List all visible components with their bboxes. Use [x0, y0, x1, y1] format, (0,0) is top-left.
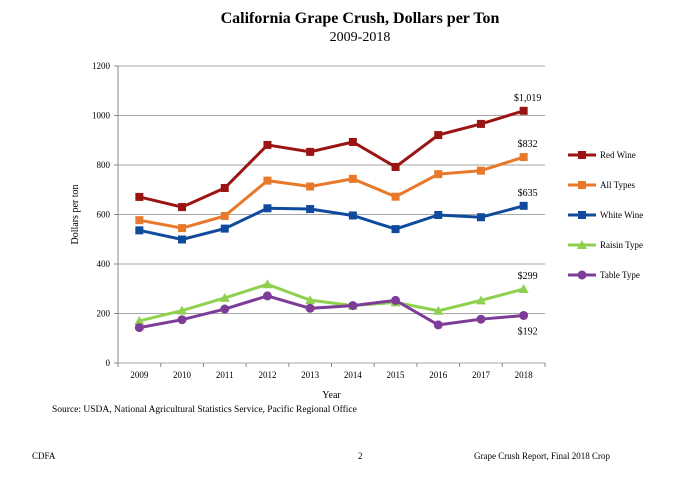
x-axis-label: Year	[322, 390, 341, 401]
legend-label-raisin-type: Raisin Type	[600, 240, 643, 250]
data-label: $1,019	[514, 93, 542, 104]
data-point-white-wine	[434, 210, 443, 219]
data-point-red-wine	[135, 192, 144, 201]
data-point-all-types	[220, 211, 229, 220]
x-tick-label: 2017	[472, 370, 491, 380]
data-point-raisin-type	[433, 305, 444, 315]
data-point-table-type	[519, 310, 529, 320]
data-point-raisin-type	[177, 305, 188, 315]
legend-marker-raisin-type	[577, 240, 587, 249]
data-point-all-types	[263, 176, 272, 185]
data-point-table-type	[476, 314, 486, 324]
data-point-table-type	[134, 323, 144, 333]
x-tick-label: 2010	[173, 370, 192, 380]
footer-right: Grape Crush Report, Final 2018 Crop	[474, 451, 610, 461]
data-point-white-wine	[519, 201, 528, 210]
data-point-table-type	[348, 301, 358, 311]
y-tick-label: 400	[97, 259, 111, 269]
data-point-red-wine	[178, 203, 187, 212]
data-label: $832	[518, 139, 538, 150]
data-point-raisin-type	[262, 279, 273, 289]
data-point-red-wine	[306, 147, 315, 156]
x-tick-label: 2014	[344, 370, 363, 380]
legend-marker-all-types	[578, 181, 586, 189]
legend-label-table-type: Table Type	[600, 270, 640, 280]
source-note: Source: USDA, National Agricultural Stat…	[52, 405, 357, 415]
chart-title: California Grape Crush, Dollars per Ton	[220, 10, 500, 27]
series-line-all-types	[139, 155, 525, 230]
data-point-all-types	[178, 224, 187, 233]
data-point-all-types	[519, 153, 528, 162]
data-point-red-wine	[348, 137, 357, 146]
data-point-all-types	[391, 192, 400, 201]
data-point-table-type	[305, 303, 315, 313]
data-point-all-types	[135, 216, 144, 225]
y-tick-label: 1200	[92, 61, 111, 71]
data-point-table-type	[433, 320, 443, 330]
data-point-white-wine	[220, 224, 229, 233]
legend-label-all-types: All Types	[600, 180, 635, 190]
x-tick-label: 2013	[301, 370, 320, 380]
data-point-table-type	[262, 291, 272, 301]
x-tick-label: 2011	[216, 370, 234, 380]
legend-label-white-wine: White Wine	[600, 210, 643, 220]
data-point-white-wine	[391, 225, 400, 234]
legend-marker-white-wine	[578, 211, 586, 219]
data-point-raisin-type	[475, 295, 486, 305]
data-label: $192	[518, 326, 538, 337]
data-point-red-wine	[263, 140, 272, 149]
data-point-raisin-type	[134, 315, 145, 325]
data-point-raisin-type	[518, 283, 529, 293]
data-point-table-type	[177, 315, 187, 325]
series-line-red-wine	[139, 109, 525, 209]
data-point-all-types	[434, 170, 443, 179]
data-point-raisin-type	[305, 295, 316, 305]
data-point-white-wine	[135, 226, 144, 235]
legend-marker-red-wine	[578, 151, 586, 159]
data-point-white-wine	[178, 235, 187, 244]
y-tick-label: 600	[97, 210, 111, 220]
data-point-all-types	[348, 174, 357, 183]
data-point-white-wine	[348, 211, 357, 220]
data-point-all-types	[476, 166, 485, 175]
data-point-white-wine	[263, 204, 272, 213]
series-line-table-type	[139, 294, 524, 330]
x-tick-label: 2012	[258, 370, 276, 380]
series-line-raisin-type	[138, 282, 525, 323]
y-tick-label: 0	[106, 358, 111, 368]
legend-marker-table-type	[577, 270, 587, 280]
data-point-red-wine	[519, 106, 528, 115]
y-tick-label: 1000	[92, 111, 111, 121]
data-point-red-wine	[220, 184, 229, 193]
data-point-white-wine	[306, 205, 315, 214]
data-label: $635	[518, 188, 538, 199]
series-line-white-wine	[139, 204, 525, 242]
y-tick-label: 200	[97, 309, 111, 319]
data-point-table-type	[220, 304, 230, 314]
data-point-red-wine	[391, 162, 400, 171]
chart-subtitle: 2009-2018	[329, 30, 391, 45]
page-number: 2	[358, 451, 363, 461]
x-tick-label: 2016	[429, 370, 448, 380]
data-point-table-type	[391, 295, 401, 305]
data-point-red-wine	[434, 131, 443, 140]
y-axis-label: Dollars per ton	[70, 185, 81, 245]
data-point-raisin-type	[219, 292, 230, 302]
x-tick-label: 2009	[130, 370, 149, 380]
data-point-all-types	[306, 182, 315, 191]
data-point-red-wine	[476, 119, 485, 128]
data-label: $299	[518, 271, 538, 282]
x-tick-label: 2015	[387, 370, 406, 380]
legend-label-red-wine: Red Wine	[600, 150, 636, 160]
data-point-white-wine	[476, 213, 485, 222]
footer-left: CDFA	[32, 451, 56, 461]
x-tick-label: 2018	[515, 370, 534, 380]
y-tick-label: 800	[97, 160, 111, 170]
